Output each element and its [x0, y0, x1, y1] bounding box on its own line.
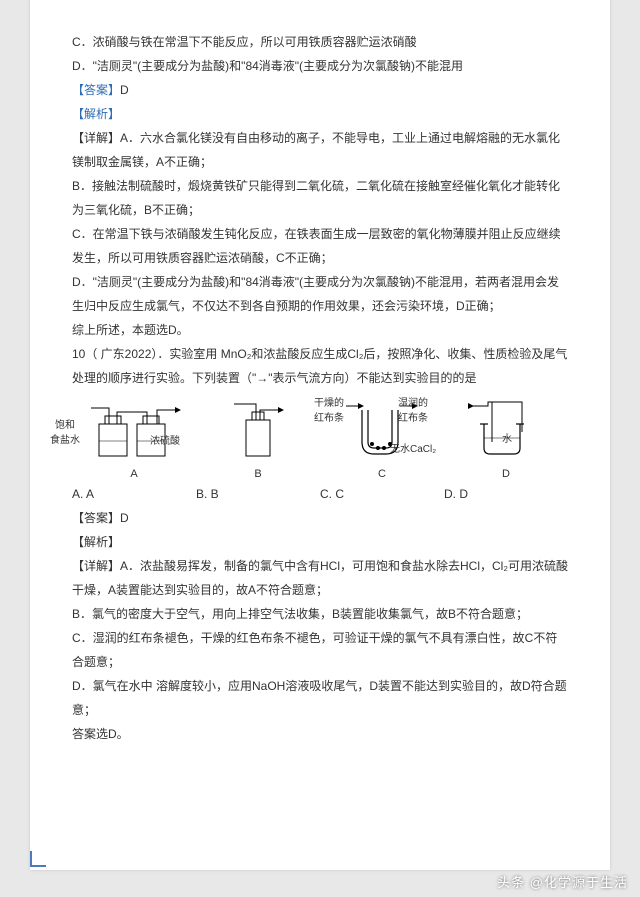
- label-wet-cloth: 湿润的红布条: [398, 394, 428, 424]
- detail2-b: B．氯气的密度大于空气，用向上排空气法收集，B装置能收集氯气，故B不符合题意；: [72, 602, 568, 626]
- label-cacl2: 无水CaCl₂: [390, 440, 436, 455]
- option-c: C．浓硝酸与铁在常温下不能反应，所以可用铁质容器贮运浓硝酸: [72, 30, 568, 54]
- detail-a: 【详解】A．六水合氯化镁没有自由移动的离子，不能导电，工业上通过电解熔融的无水氯…: [72, 126, 568, 174]
- answer-2: 【答案】D: [72, 506, 568, 530]
- opt-b: B. B: [196, 482, 320, 506]
- answer-label-2: 【答案】: [72, 511, 120, 525]
- caption-b: B: [196, 468, 320, 480]
- answer-value: D: [120, 83, 129, 97]
- detail-summary: 综上所述，本题选D。: [72, 318, 568, 342]
- detail2-a: 【详解】A．浓盐酸易挥发，制备的氯气中含有HCl，可用饱和食盐水除去HCl，Cl…: [72, 554, 568, 602]
- option-d: D．"洁厕灵"(主要成分为盐酸)和"84消毒液"(主要成分为次氯酸钠)不能混用: [72, 54, 568, 78]
- caption-a: A: [72, 468, 196, 480]
- label-baohedai: 饱和食盐水: [50, 416, 80, 446]
- detail-d: D．"洁厕灵"(主要成分为盐酸)和"84消毒液"(主要成分为次氯酸钠)不能混用，…: [72, 270, 568, 318]
- detail2-c: C．湿润的红布条褪色，干燥的红色布条不褪色，可验证干燥的氯气不具有漂白性，故C不…: [72, 626, 568, 674]
- label-nongliusuan: 浓硫酸: [150, 432, 180, 447]
- apparatus-diagrams: 饱和食盐水 浓硫酸 A B: [72, 390, 568, 482]
- detail-c: C．在常温下铁与浓硝酸发生钝化反应，在铁表面生成一层致密的氧化物薄膜并阻止反应继…: [72, 222, 568, 270]
- analysis-label-2: 【解析】: [72, 530, 568, 554]
- opt-a: A. A: [72, 482, 196, 506]
- opt-d: D. D: [444, 482, 568, 506]
- watermark: 头条 @化学源于生活: [497, 872, 628, 891]
- caption-d: D: [444, 468, 568, 480]
- answer-label: 【答案】: [72, 83, 120, 97]
- detail2-d: D．氯气在水中 溶解度较小，应用NaOH溶液吸收尾气，D装置不能达到实验目的，故…: [72, 674, 568, 722]
- detail2-summary: 答案选D。: [72, 722, 568, 746]
- question-10: 10（ 广东2022）．实验室用 MnO₂和浓盐酸反应生成Cl₂后，按照净化、收…: [72, 342, 568, 390]
- detail-b: B．接触法制硫酸时，煅烧黄铁矿只能得到二氧化硫，二氧化硫在接触室经催化氧化才能转…: [72, 174, 568, 222]
- analysis-label-1: 【解析】: [72, 102, 568, 126]
- answer-1: 【答案】D: [72, 78, 568, 102]
- label-dry-cloth: 干燥的红布条: [314, 394, 344, 424]
- diagram-a: 饱和食盐水 浓硫酸 A: [72, 396, 196, 480]
- answer-value-2: D: [120, 511, 129, 525]
- diagram-d: 水 D: [444, 396, 568, 480]
- answer-options: A. A B. B C. C D. D: [72, 482, 568, 506]
- diagram-b: B: [196, 396, 320, 480]
- caption-c: C: [320, 468, 444, 480]
- opt-c: C. C: [320, 482, 444, 506]
- label-water: 水: [502, 430, 512, 445]
- document-page: C．浓硝酸与铁在常温下不能反应，所以可用铁质容器贮运浓硝酸 D．"洁厕灵"(主要…: [30, 0, 610, 870]
- diagram-c: 干燥的红布条 湿润的红布条 无水CaCl₂ C: [320, 396, 444, 480]
- corner-decoration: [30, 851, 46, 867]
